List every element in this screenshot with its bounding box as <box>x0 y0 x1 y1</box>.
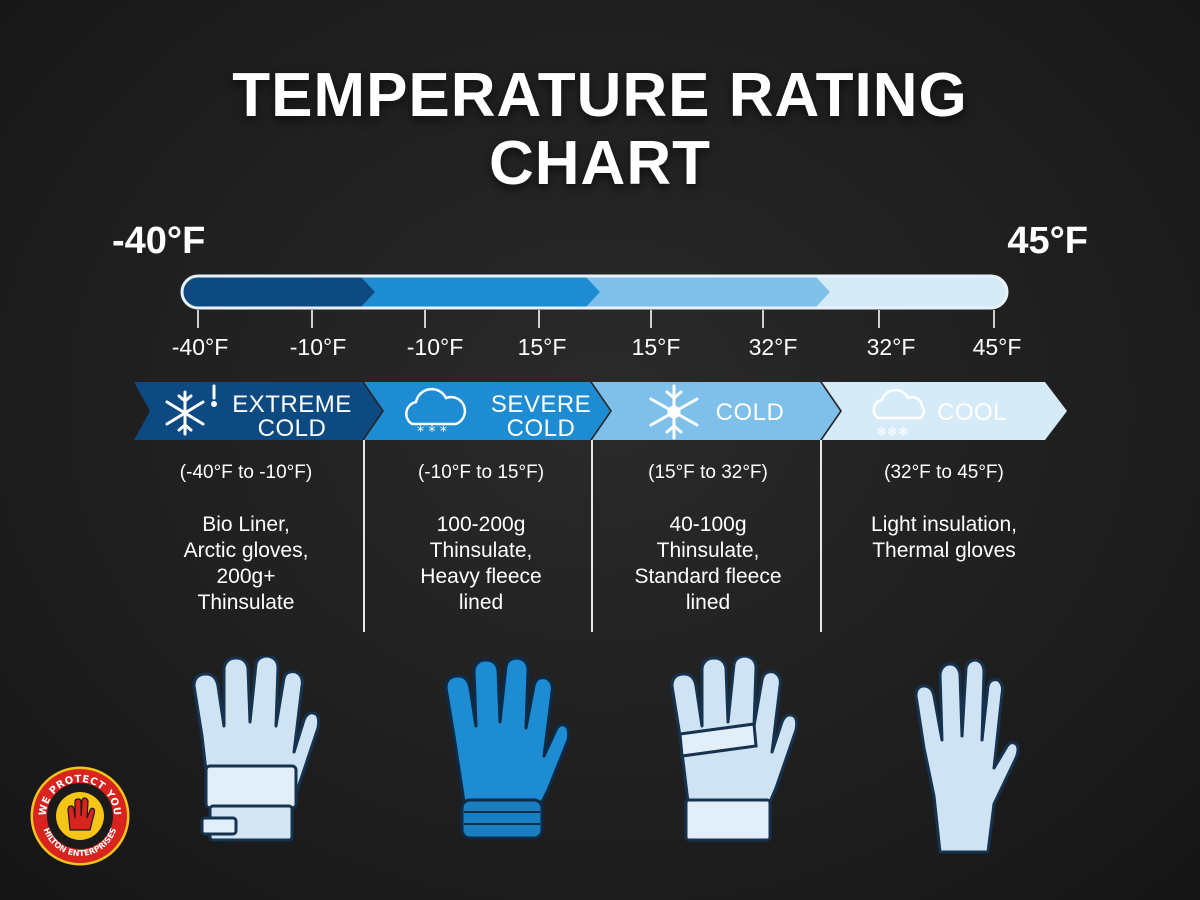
snow-cloud-icon: * * * <box>405 387 467 440</box>
scale-segment-1 <box>182 276 375 308</box>
band-range: (-10°F to 15°F) <box>417 462 545 483</box>
banner-arrow-cold <box>592 382 840 440</box>
hilton-enterprises-logo: WE PROTECT YOU HILTON ENTERPRISES <box>30 766 130 866</box>
tick-label: 15°F <box>517 334 567 360</box>
band-range: (15°F to 32°F) <box>648 462 768 483</box>
band-description: 40-100g Thinsulate, Standard fleece line… <box>634 513 782 614</box>
band-name-severe-cold: SEVERE COLD <box>466 393 616 441</box>
column-divider <box>820 440 822 632</box>
band-name-line: COLD <box>506 415 576 442</box>
band-column-extreme-cold: (-40°F to -10°F) Bio Liner, Arctic glove… <box>132 462 360 616</box>
title-line-1: TEMPERATURE RATING <box>232 61 968 130</box>
min-temperature-label: -40°F <box>112 220 206 262</box>
band-name-line: EXTREME <box>232 391 352 418</box>
hand-icon <box>67 797 96 831</box>
tick-label: 32°F <box>866 334 916 360</box>
band-description: Light insulation, Thermal gloves <box>871 513 1017 562</box>
banner-arrow-extreme-cold <box>134 382 382 440</box>
svg-text:❄❄❄: ❄❄❄ <box>876 425 909 440</box>
band-range: (32°F to 45°F) <box>884 462 1004 483</box>
band-range: (-40°F to -10°F) <box>179 462 313 483</box>
column-divider <box>363 440 365 632</box>
tick-label: 32°F <box>748 334 798 360</box>
band-name-line: SEVERE <box>490 391 592 418</box>
temperature-scale-bar <box>180 274 1009 328</box>
page-title: TEMPERATURE RATING CHART <box>0 62 1200 198</box>
band-column-cold: (15°F to 32°F) 40-100g Thinsulate, Stand… <box>594 462 822 616</box>
band-column-cool: (32°F to 45°F) Light insulation, Thermal… <box>830 462 1058 564</box>
band-name-line: COLD <box>257 415 327 442</box>
column-divider <box>591 440 593 632</box>
scale-ticks <box>197 310 995 328</box>
band-name-line: COOL <box>936 399 1007 426</box>
title-line-2: CHART <box>489 129 711 198</box>
band-name-cool: COOL <box>922 401 1022 425</box>
band-description: Bio Liner, Arctic gloves, 200g+ Thinsula… <box>183 513 309 614</box>
cloud-snow-icon: ❄❄❄ <box>872 388 926 440</box>
banner-arrow-severe-cold <box>364 382 610 440</box>
scale-bar-outline <box>180 274 1009 310</box>
snowflake-alert-icon <box>165 384 217 436</box>
snowflake-icon <box>649 384 699 440</box>
band-column-severe-cold: (-10°F to 15°F) 100-200g Thinsulate, Hea… <box>367 462 595 616</box>
svg-text:* * *: * * * <box>417 424 447 440</box>
band-banner: * * * ❄❄❄ <box>134 382 1067 440</box>
band-description: 100-200g Thinsulate, Heavy fleece lined <box>420 513 542 614</box>
tick-label: 45°F <box>972 334 1022 360</box>
tick-label: -10°F <box>406 334 464 360</box>
band-name-line: COLD <box>715 399 785 426</box>
arctic-glove-icon <box>192 656 320 842</box>
standard-glove-icon <box>670 656 798 842</box>
tick-label: 15°F <box>631 334 681 360</box>
tick-label: -10°F <box>289 334 347 360</box>
fleece-glove-icon <box>444 656 570 840</box>
band-name-cold: COLD <box>700 401 800 425</box>
tick-label: -40°F <box>171 334 229 360</box>
thermal-glove-icon <box>914 658 1020 854</box>
max-temperature-label: 45°F <box>1007 220 1088 262</box>
band-name-extreme-cold: EXTREME COLD <box>222 393 362 441</box>
